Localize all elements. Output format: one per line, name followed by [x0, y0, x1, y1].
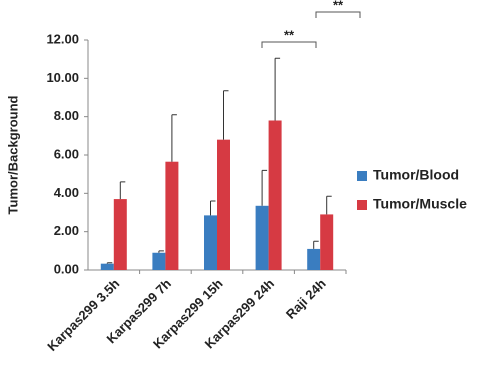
bar: [217, 139, 230, 270]
y-tick-label: 6.00: [54, 146, 79, 161]
y-tick-label: 4.00: [54, 185, 79, 200]
significance-label: **: [333, 0, 344, 12]
legend-label: Tumor/Blood: [373, 167, 459, 183]
error-bar: [326, 195, 332, 215]
error-bar: [210, 200, 216, 216]
error-bar: [158, 250, 164, 253]
legend-swatch: [357, 171, 367, 181]
error-bar: [119, 181, 126, 200]
significance-bracket: [315, 11, 361, 18]
bar: [152, 252, 166, 270]
legend-label: Tumor/Muscle: [373, 196, 467, 212]
bar: [204, 215, 217, 270]
bar: [320, 214, 334, 270]
error-bar: [171, 114, 177, 162]
error-bar: [274, 57, 281, 121]
bar: [100, 263, 114, 270]
y-tick-label: 12.00: [46, 31, 79, 46]
error-bar: [313, 240, 319, 249]
bar: [307, 248, 321, 270]
significance-label: **: [284, 27, 295, 42]
legend-swatch: [357, 200, 367, 210]
bar: [165, 161, 179, 270]
bar: [268, 120, 282, 270]
x-tick-label: Raji 24h: [283, 276, 329, 322]
y-tick-label: 10.00: [46, 70, 79, 85]
y-axis-title: Tumor/Background: [5, 95, 20, 214]
y-tick-label: 2.00: [54, 223, 79, 238]
error-bar: [223, 90, 229, 140]
y-tick-label: 0.00: [54, 261, 79, 276]
y-tick-label: 8.00: [54, 108, 79, 123]
error-bar: [106, 262, 113, 264]
bar: [113, 199, 127, 270]
bar: [255, 205, 269, 270]
significance-bracket: [261, 41, 317, 48]
error-bar: [261, 169, 268, 206]
